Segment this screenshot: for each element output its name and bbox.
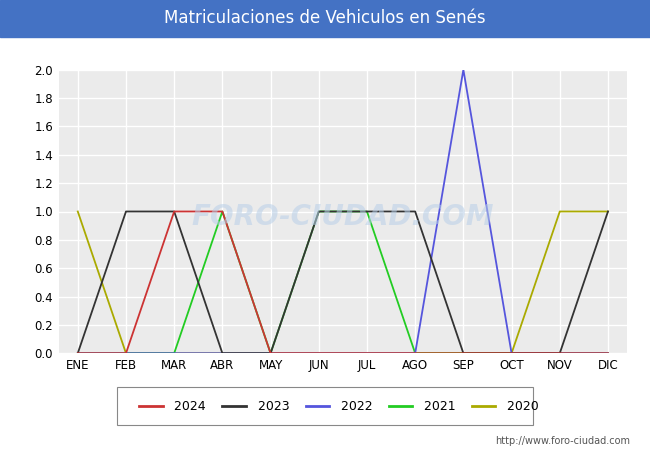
Text: 2021: 2021 xyxy=(416,400,456,413)
Text: Matriculaciones de Vehiculos en Senés: Matriculaciones de Vehiculos en Senés xyxy=(164,9,486,27)
Text: 2023: 2023 xyxy=(250,400,289,413)
Text: FORO-CIUDAD.COM: FORO-CIUDAD.COM xyxy=(192,203,494,231)
Text: 2022: 2022 xyxy=(333,400,372,413)
Text: http://www.foro-ciudad.com: http://www.foro-ciudad.com xyxy=(495,436,630,446)
Text: 2020: 2020 xyxy=(499,400,539,413)
Text: 2024: 2024 xyxy=(166,400,206,413)
